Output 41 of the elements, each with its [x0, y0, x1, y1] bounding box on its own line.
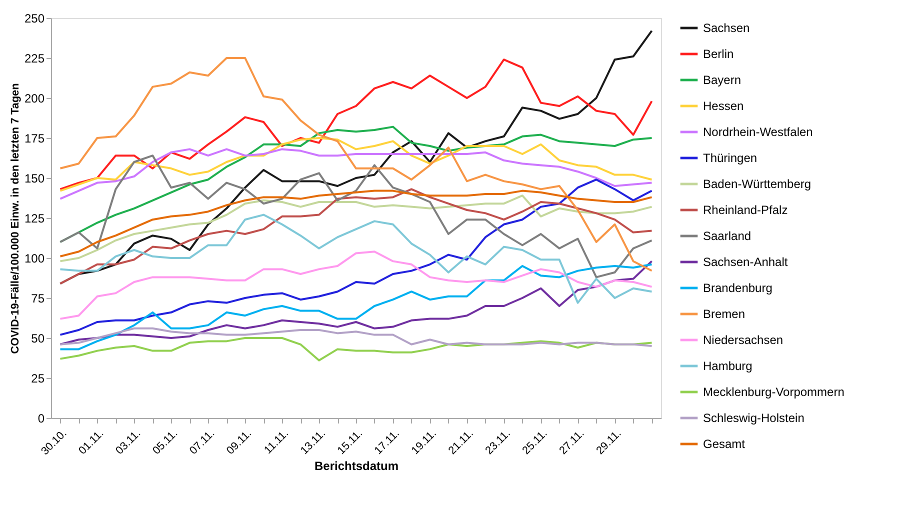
y-tick-label: 250	[24, 12, 45, 26]
legend-label: Schleswig-Holstein	[703, 411, 804, 425]
y-tick-label: 100	[24, 252, 45, 266]
line-series	[59, 327, 653, 347]
line-series	[59, 148, 653, 200]
y-axis-title: COVID-19-Fälle/100.000 Einw. in den letzten 7 Tagen	[9, 82, 22, 354]
line-series	[59, 154, 653, 278]
legend-label: Niedersachsen	[703, 333, 784, 347]
line-series	[59, 58, 653, 190]
x-axis-title: Berichtsdatum	[314, 458, 399, 473]
legend-label: Hamburg	[703, 359, 752, 373]
y-tick-label: 200	[24, 92, 45, 106]
legend-label: Saarland	[703, 229, 752, 243]
line-series	[59, 250, 653, 320]
legend-label: Rheinland-Pfalz	[703, 203, 788, 217]
line-series	[59, 214, 653, 304]
y-tick-label: 0	[38, 412, 45, 426]
legend-label: Sachsen-Anhalt	[703, 255, 788, 269]
line-series	[59, 57, 653, 272]
line-series	[59, 188, 653, 285]
line-series	[59, 137, 653, 192]
y-tick-label: 50	[31, 332, 45, 346]
legend-label: Bremen	[703, 307, 746, 321]
line-series	[59, 178, 653, 336]
y-tick-label: 125	[24, 212, 45, 226]
legend-label: Sachsen	[703, 21, 750, 35]
legend-label: Brandenburg	[703, 281, 772, 295]
y-tick-label: 75	[31, 292, 45, 306]
legend-label: Hessen	[703, 99, 744, 113]
legend-label: Mecklenburg-Vorpommern	[703, 385, 844, 399]
legend-label: Nordrhein-Westfalen	[703, 125, 813, 139]
legend-label: Bayern	[703, 73, 742, 87]
legend-label: Berlin	[703, 47, 734, 61]
y-tick-label: 225	[24, 52, 45, 66]
y-tick-label: 150	[24, 172, 45, 186]
y-tick-label: 25	[31, 372, 45, 386]
legend-label: Baden-Württemberg	[703, 177, 812, 191]
line-series	[59, 337, 653, 362]
legend-label: Thüringen	[703, 151, 758, 165]
legend-label: Gesamt	[703, 437, 746, 451]
y-tick-label: 175	[24, 132, 45, 146]
